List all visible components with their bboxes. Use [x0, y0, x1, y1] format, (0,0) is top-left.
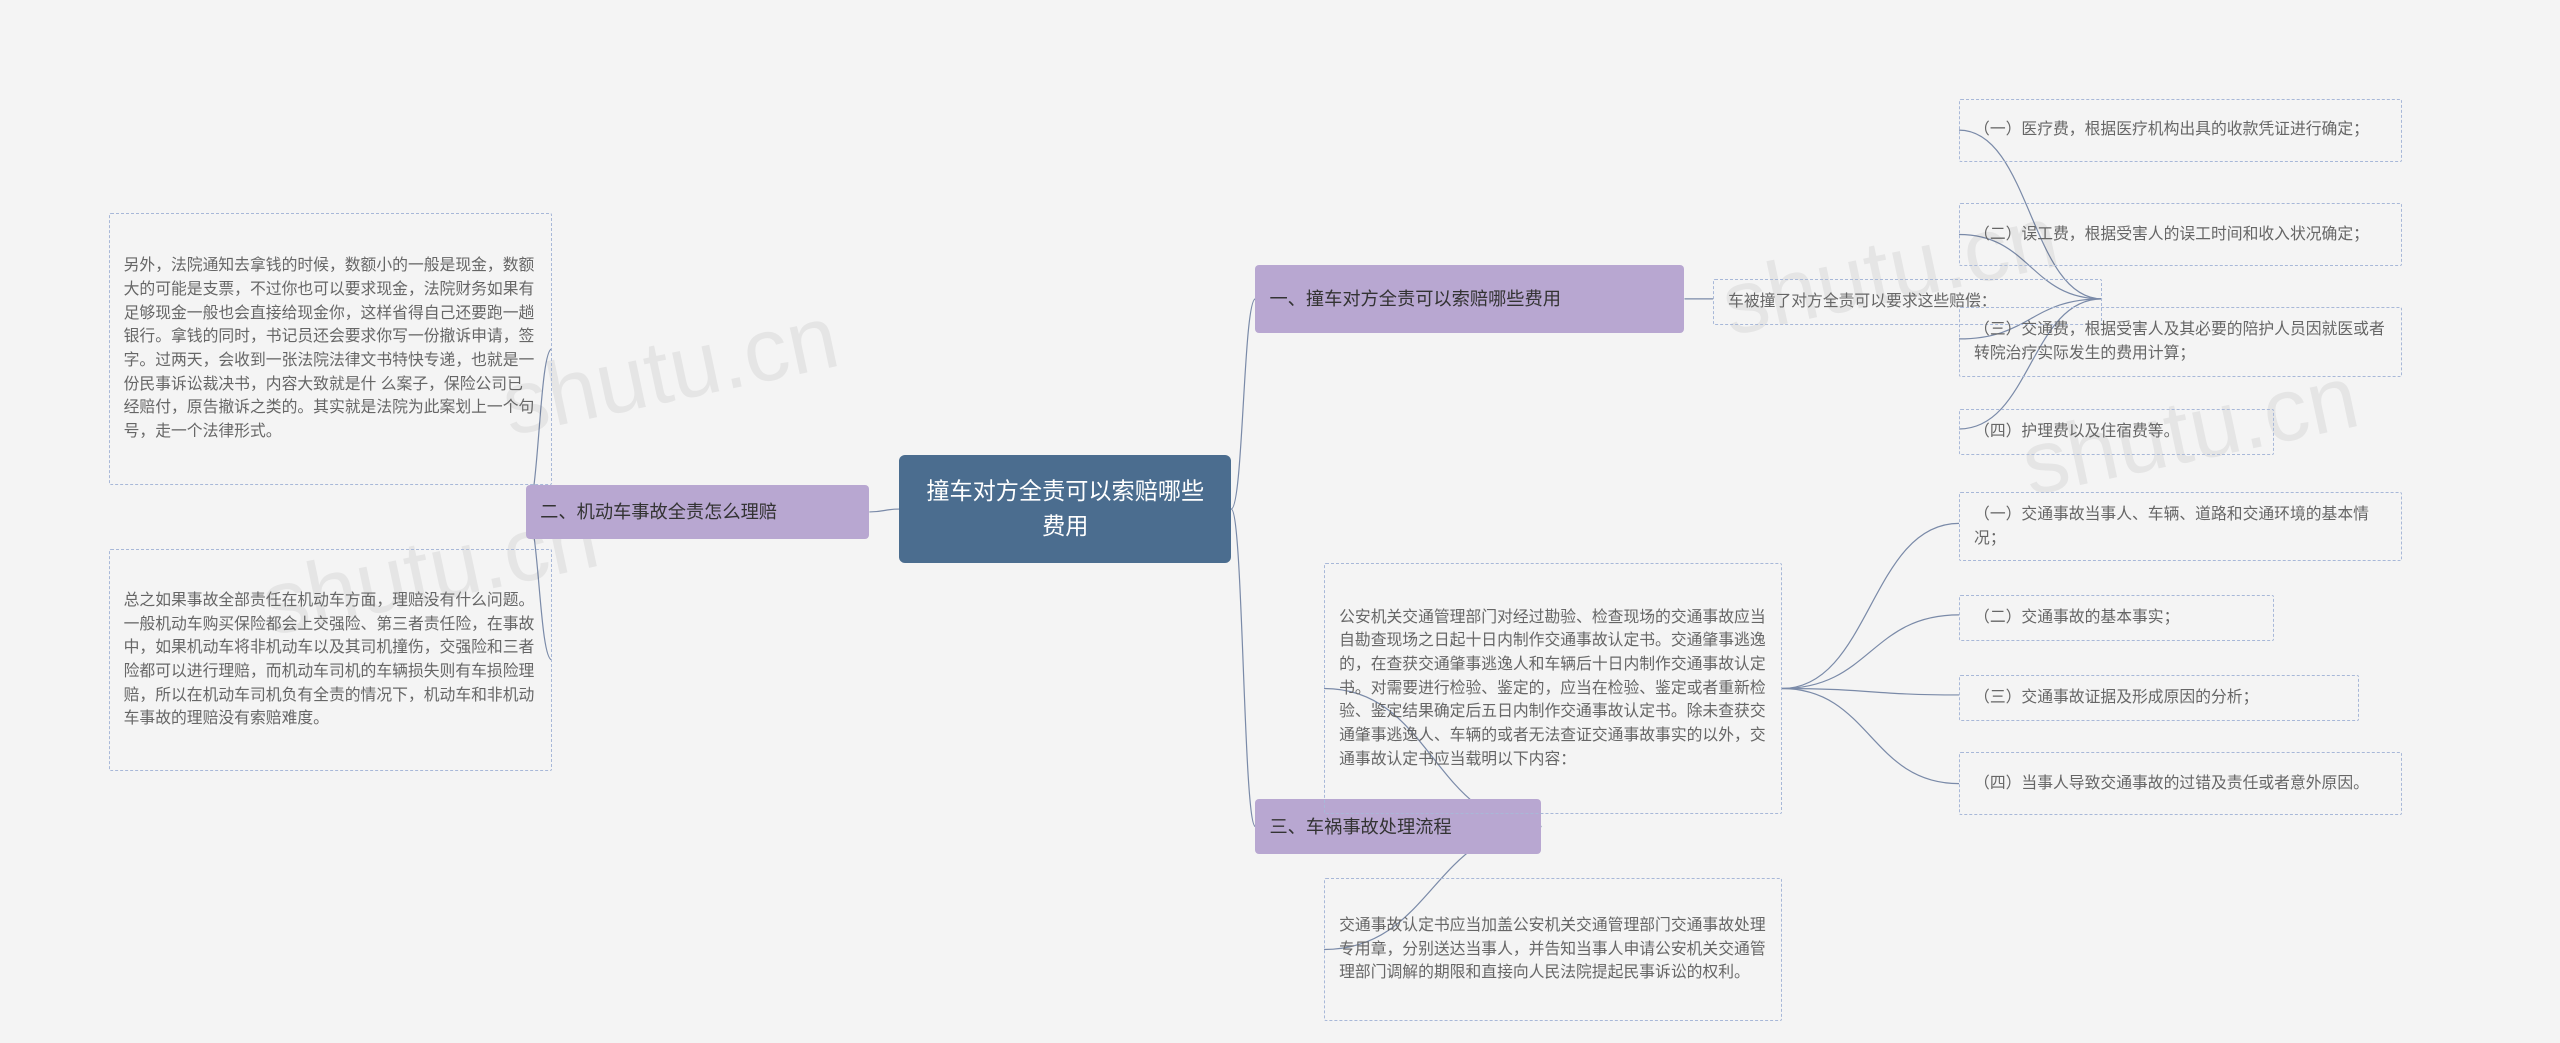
leaf-node: （三）交通事故证据及形成原因的分析；	[1959, 675, 2359, 721]
mindmap-canvas: shutu.cn shutu.cn shutu.cn shutu.cn 撞车对方…	[0, 0, 2560, 1043]
leaf-node: （一）医疗费，根据医疗机构出具的收款凭证进行确定；	[1959, 99, 2402, 162]
branch-node: 一、撞车对方全责可以索赔哪些费用	[1255, 265, 1684, 334]
leaf-node: 总之如果事故全部责任在机动车方面，理赔没有什么问题。一般机动车购买保险都会上交强…	[109, 549, 552, 771]
leaf-node: （一）交通事故当事人、车辆、道路和交通环境的基本情况；	[1959, 492, 2402, 561]
leaf-node: （二）误工费，根据受害人的误工时间和收入状况确定；	[1959, 203, 2402, 266]
leaf-node: 另外，法院通知去拿钱的时候，数额小的一般是现金，数额大的可能是支票，不过你也可以…	[109, 213, 552, 485]
leaf-node: 交通事故认定书应当加盖公安机关交通管理部门交通事故处理专用章，分别送达当事人，并…	[1324, 878, 1782, 1021]
leaf-node: （四）护理费以及住宿费等。	[1959, 409, 2274, 455]
root-node: 撞车对方全责可以索赔哪些费用	[899, 455, 1231, 564]
branch-node: 二、机动车事故全责怎么理赔	[526, 485, 869, 539]
leaf-node: （四）当事人导致交通事故的过错及责任或者意外原因。	[1959, 752, 2402, 815]
leaf-node: （二）交通事故的基本事实；	[1959, 595, 2274, 641]
leaf-node: （三）交通费，根据受害人及其必要的陪护人员因就医或者转院治疗实际发生的费用计算；	[1959, 307, 2402, 376]
leaf-node: 公安机关交通管理部门对经过勘验、检查现场的交通事故应当自勘查现场之日起十日内制作…	[1324, 563, 1782, 813]
